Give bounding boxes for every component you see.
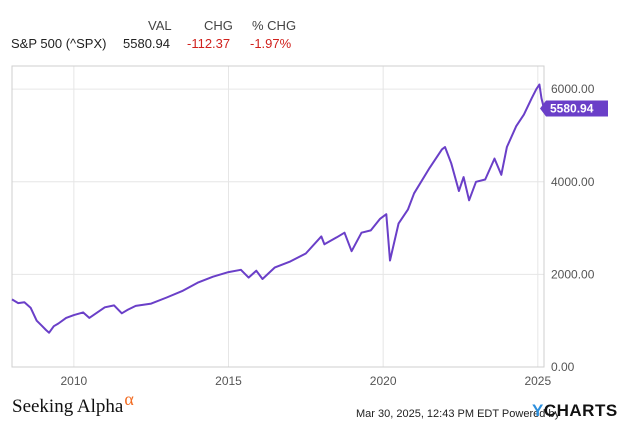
y-tick-label: 4000.00: [551, 175, 595, 189]
grid-lines: [12, 66, 544, 368]
y-axis-ticks: 0.00 2000.00 4000.00 6000.00: [551, 82, 595, 374]
last-value-label: 5580.94: [550, 102, 594, 116]
last-value-tag: [540, 100, 608, 117]
series-change: -112.37: [187, 36, 231, 51]
ycharts-logo[interactable]: YCHARTS: [532, 401, 618, 421]
y-tick-label: 6000.00: [551, 82, 595, 96]
timestamp: Mar 30, 2025, 12:43 PM EDT Powered by: [356, 408, 561, 420]
y-tick-label: 2000.00: [551, 267, 595, 281]
x-tick-label: 2010: [61, 374, 88, 388]
seeking-alpha-logo: Seeking Alphaα: [12, 389, 134, 418]
ycharts-y: Y: [532, 401, 544, 420]
seeking-alpha-text: Seeking Alpha: [12, 396, 124, 417]
series-pct-change: -1.97%: [250, 36, 292, 51]
last-value-marker: 5580.94: [540, 100, 608, 117]
series-symbol[interactable]: S&P 500 (^SPX): [11, 36, 107, 51]
header-col-pct: % CHG: [252, 18, 297, 33]
ycharts-text: CHARTS: [543, 401, 618, 420]
x-tick-label: 2025: [524, 374, 551, 388]
x-axis-ticks: 2010 2015 2020 2025: [61, 374, 552, 388]
x-tick-label: 2020: [370, 374, 397, 388]
y-tick-label: 0.00: [551, 360, 575, 374]
series-value: 5580.94: [123, 36, 170, 51]
series-line-spx: [11, 83, 545, 334]
plot-area-border: [11, 65, 545, 368]
header-col-val: VAL: [148, 18, 172, 33]
alpha-mark: α: [124, 389, 134, 409]
header-col-chg: CHG: [204, 18, 233, 33]
x-tick-label: 2015: [215, 374, 242, 388]
